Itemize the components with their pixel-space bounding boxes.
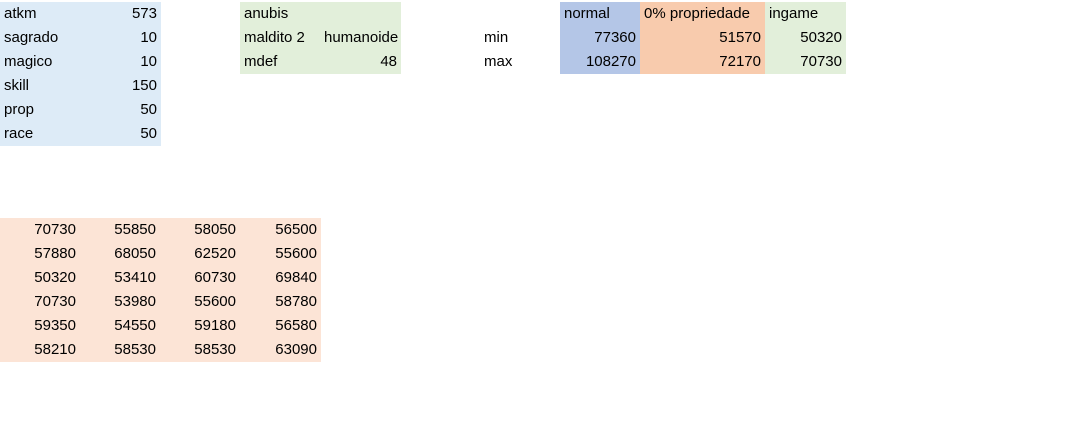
monster-mdef-value[interactable]: 48: [320, 50, 401, 74]
stat-label-race[interactable]: race: [0, 122, 80, 146]
sample-cell[interactable]: 54550: [80, 314, 160, 338]
sample-cell[interactable]: 63090: [240, 338, 321, 362]
sample-cell[interactable]: 59180: [160, 314, 240, 338]
sample-cell[interactable]: 68050: [80, 242, 160, 266]
results-header-zero-prop[interactable]: 0% propriedade: [640, 2, 765, 26]
sample-cell[interactable]: 50320: [0, 266, 80, 290]
results-header-normal[interactable]: normal: [560, 2, 640, 26]
results-max-label[interactable]: max: [484, 53, 513, 70]
stat-value-sagrado[interactable]: 10: [80, 26, 161, 50]
sample-cell[interactable]: 59350: [0, 314, 80, 338]
sample-cell[interactable]: 58780: [240, 290, 321, 314]
stat-value-race[interactable]: 50: [80, 122, 161, 146]
stat-label-magico[interactable]: magico: [0, 50, 80, 74]
sample-cell[interactable]: 57880: [0, 242, 80, 266]
sample-cell[interactable]: 56580: [240, 314, 321, 338]
sample-cell[interactable]: 60730: [160, 266, 240, 290]
stat-value-prop[interactable]: 50: [80, 98, 161, 122]
monster-name[interactable]: anubis: [240, 2, 320, 26]
stat-value-skill[interactable]: 150: [80, 74, 161, 98]
results-header-ingame[interactable]: ingame: [765, 2, 846, 26]
results-min-label[interactable]: min: [484, 29, 509, 46]
sample-cell[interactable]: 69840: [240, 266, 321, 290]
sample-cell[interactable]: 55850: [80, 218, 160, 242]
results-min-normal[interactable]: 77360: [560, 26, 640, 50]
stat-value-magico[interactable]: 10: [80, 50, 161, 74]
sample-cell[interactable]: 53980: [80, 290, 160, 314]
stat-value-atkm[interactable]: 573: [80, 2, 161, 26]
results-max-normal[interactable]: 108270: [560, 50, 640, 74]
sample-cell[interactable]: 58530: [160, 338, 240, 362]
sample-cell[interactable]: 58210: [0, 338, 80, 362]
results-max-zero-prop[interactable]: 72170: [640, 50, 765, 74]
sample-cell[interactable]: 70730: [0, 290, 80, 314]
results-min-zero-prop[interactable]: 51570: [640, 26, 765, 50]
sample-cell[interactable]: 55600: [240, 242, 321, 266]
monster-name-filler[interactable]: [320, 2, 401, 26]
sample-cell[interactable]: 58050: [160, 218, 240, 242]
stat-label-atkm[interactable]: atkm: [0, 2, 80, 26]
sample-cell[interactable]: 70730: [0, 218, 80, 242]
monster-race[interactable]: humanoide: [320, 26, 401, 50]
results-max-ingame[interactable]: 70730: [765, 50, 846, 74]
monster-mdef-label[interactable]: mdef: [240, 50, 320, 74]
sample-cell[interactable]: 55600: [160, 290, 240, 314]
stat-label-skill[interactable]: skill: [0, 74, 80, 98]
stat-label-sagrado[interactable]: sagrado: [0, 26, 80, 50]
sample-cell[interactable]: 56500: [240, 218, 321, 242]
sample-cell[interactable]: 53410: [80, 266, 160, 290]
results-min-ingame[interactable]: 50320: [765, 26, 846, 50]
sample-cell[interactable]: 62520: [160, 242, 240, 266]
stat-label-prop[interactable]: prop: [0, 98, 80, 122]
monster-element[interactable]: maldito 2: [240, 26, 320, 50]
sample-cell[interactable]: 58530: [80, 338, 160, 362]
